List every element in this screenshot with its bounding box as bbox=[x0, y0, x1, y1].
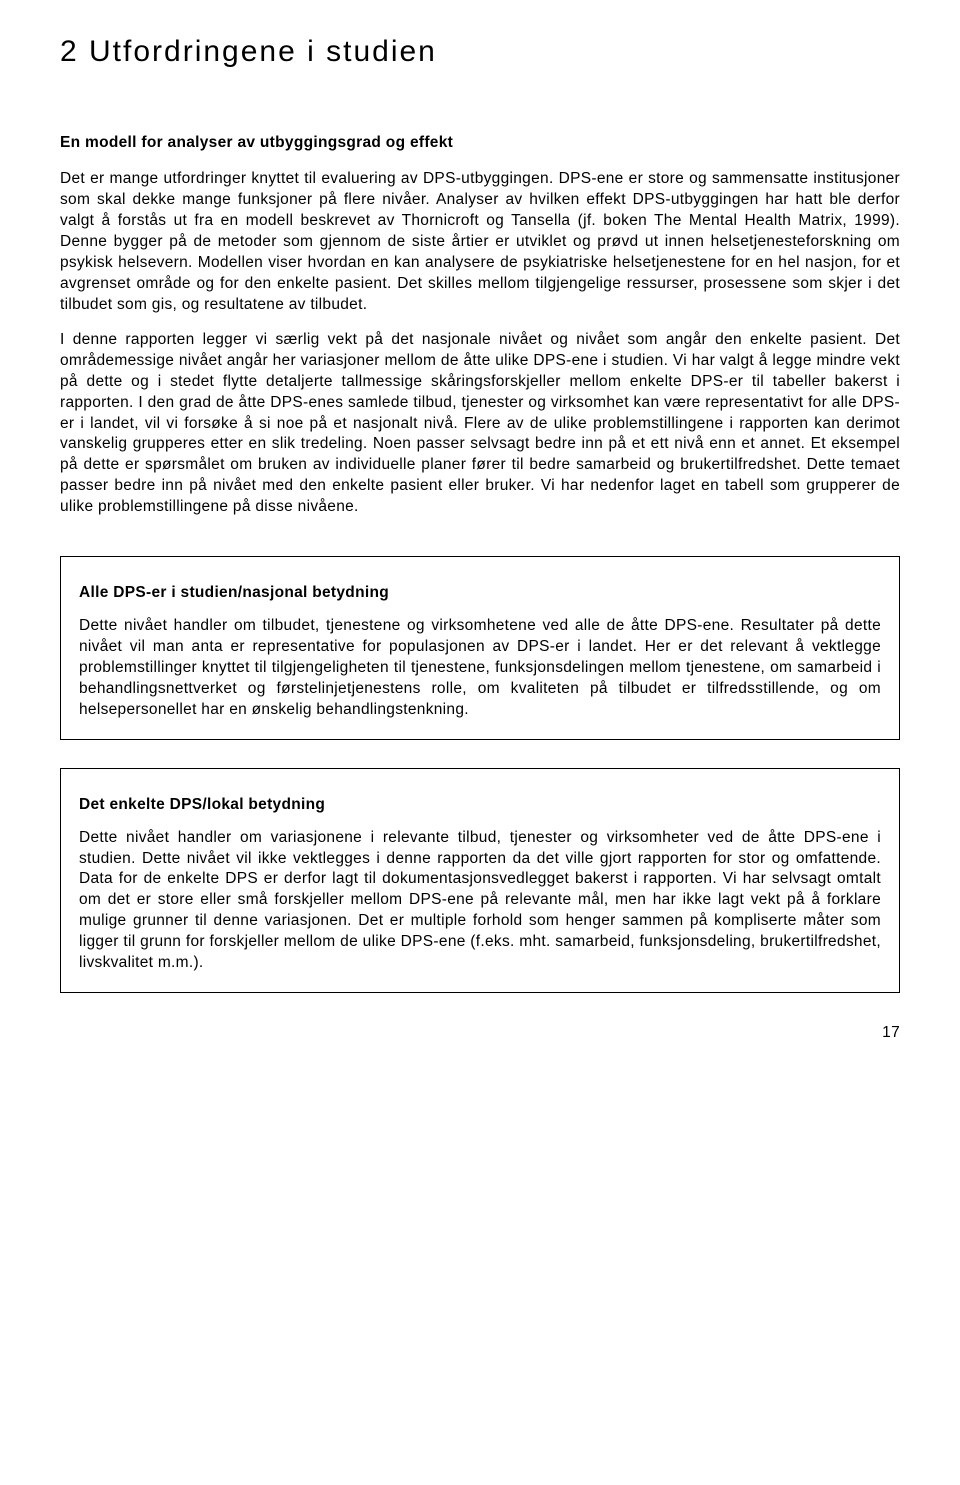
info-box-local-title: Det enkelte DPS/lokal betydning bbox=[79, 795, 881, 816]
body-paragraph-2: I denne rapporten legger vi særlig vekt … bbox=[60, 330, 900, 518]
page-number: 17 bbox=[60, 1023, 900, 1044]
info-box-national-body: Dette nivået handler om tilbudet, tjenes… bbox=[79, 616, 881, 721]
info-box-national-title: Alle DPS-er i studien/nasjonal betydning bbox=[79, 583, 881, 604]
section-subtitle: En modell for analyser av utbyggingsgrad… bbox=[60, 133, 900, 154]
chapter-heading: 2 Utfordringene i studien bbox=[60, 32, 900, 73]
info-box-local-body: Dette nivået handler om variasjonene i r… bbox=[79, 828, 881, 974]
body-paragraph-1: Det er mange utfordringer knyttet til ev… bbox=[60, 169, 900, 315]
info-box-local: Det enkelte DPS/lokal betydning Dette ni… bbox=[60, 768, 900, 993]
info-box-national: Alle DPS-er i studien/nasjonal betydning… bbox=[60, 556, 900, 740]
